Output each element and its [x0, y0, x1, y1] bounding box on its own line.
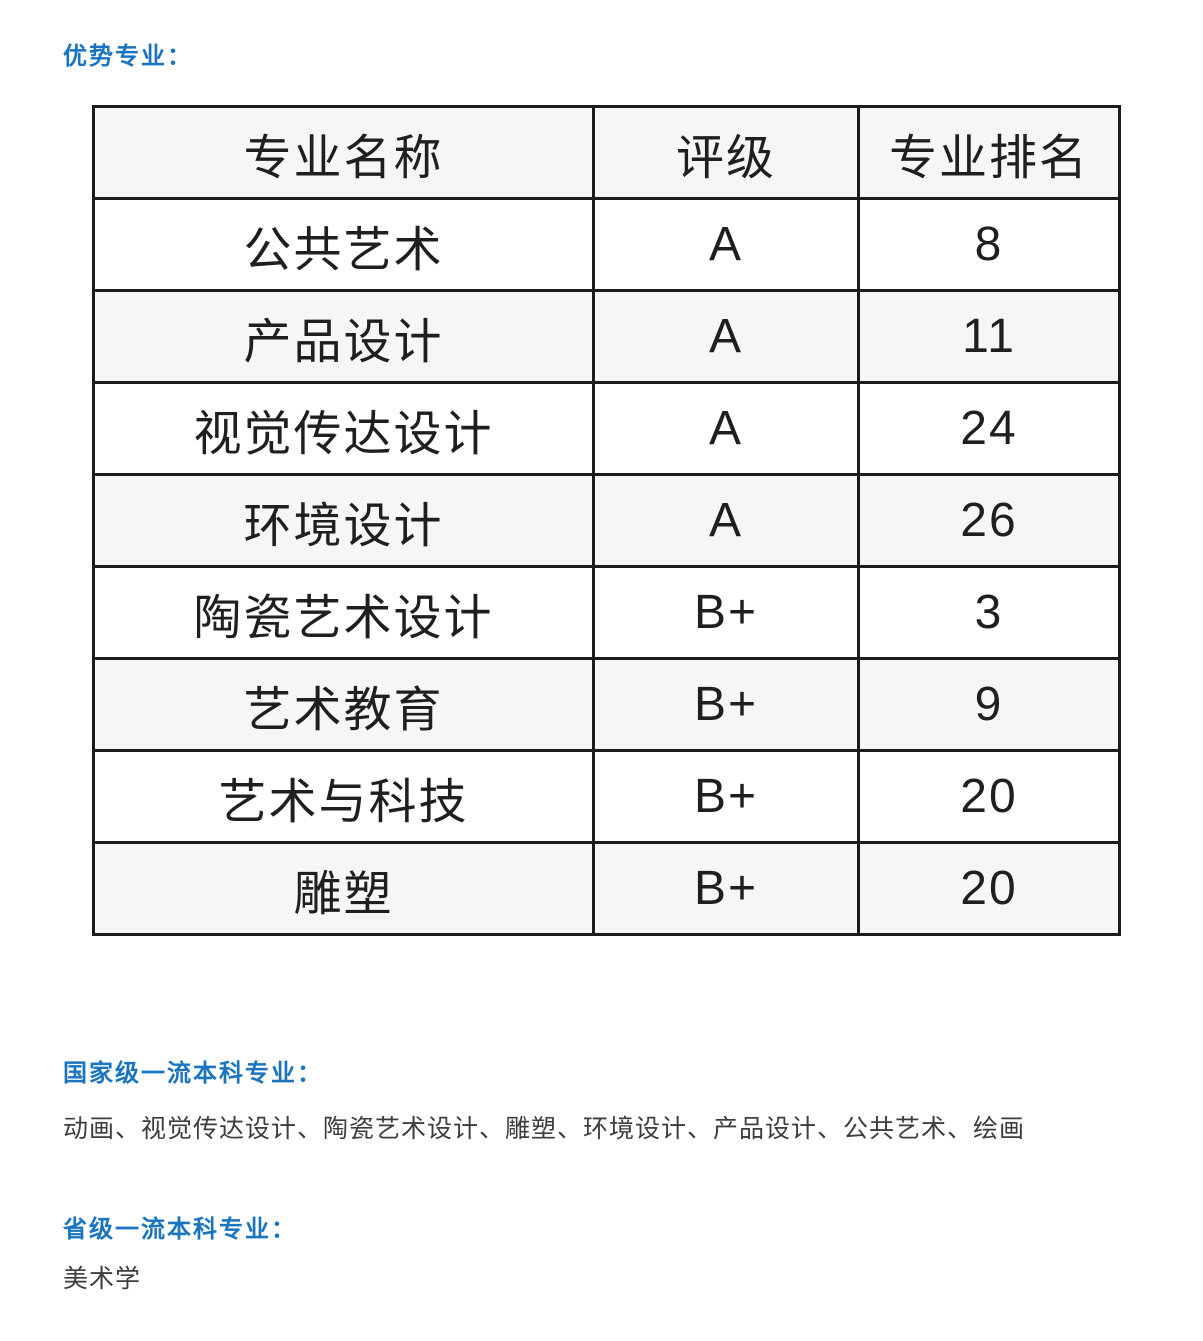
cell-major-name: 艺术与科技 [92, 749, 595, 844]
cell-rank: 9 [857, 657, 1121, 752]
cell-rank: 24 [857, 381, 1121, 476]
cell-rank: 3 [857, 565, 1121, 660]
cell-major-name: 环境设计 [92, 473, 595, 568]
cell-major-name: 视觉传达设计 [92, 381, 595, 476]
section-heading-national-first-class-majors: 国家级一流本科专业： [63, 1060, 323, 1087]
cell-rating: A [592, 289, 860, 384]
table-row: 环境设计 A 26 [92, 473, 1121, 568]
cell-rating: A [592, 381, 860, 476]
table-row: 艺术与科技 B+ 20 [92, 749, 1121, 844]
cell-major-name: 产品设计 [92, 289, 595, 384]
cell-major-name: 雕塑 [92, 841, 595, 936]
cell-rating: B+ [592, 657, 860, 752]
cell-rank: 26 [857, 473, 1121, 568]
cell-major-name: 陶瓷艺术设计 [92, 565, 595, 660]
provincial-first-class-majors-list: 美术学 [63, 1265, 142, 1293]
cell-rating: A [592, 197, 860, 292]
cell-rating: B+ [592, 841, 860, 936]
table-row: 艺术教育 B+ 9 [92, 657, 1121, 752]
table-row: 雕塑 B+ 20 [92, 841, 1121, 936]
column-header-major-name: 专业名称 [92, 105, 595, 200]
cell-rank: 8 [857, 197, 1121, 292]
cell-rank: 11 [857, 289, 1121, 384]
table-row: 产品设计 A 11 [92, 289, 1121, 384]
column-header-rating: 评级 [592, 105, 860, 200]
table-row: 视觉传达设计 A 24 [92, 381, 1121, 476]
table-row: 陶瓷艺术设计 B+ 3 [92, 565, 1121, 660]
cell-rank: 20 [857, 749, 1121, 844]
column-header-rank: 专业排名 [857, 105, 1121, 200]
majors-rating-table: 专业名称 评级 专业排名 公共艺术 A 8 产品设计 A 11 视觉传达设计 A… [92, 105, 1121, 936]
cell-major-name: 艺术教育 [92, 657, 595, 752]
cell-major-name: 公共艺术 [92, 197, 595, 292]
national-first-class-majors-list: 动画、视觉传达设计、陶瓷艺术设计、雕塑、环境设计、产品设计、公共艺术、绘画 [63, 1115, 1026, 1143]
cell-rating: B+ [592, 749, 860, 844]
section-heading-provincial-first-class-majors: 省级一流本科专业： [63, 1216, 297, 1243]
cell-rank: 20 [857, 841, 1121, 936]
section-heading-advantage-majors: 优势专业： [63, 43, 193, 70]
cell-rating: A [592, 473, 860, 568]
cell-rating: B+ [592, 565, 860, 660]
table-row: 公共艺术 A 8 [92, 197, 1121, 292]
table-header-row: 专业名称 评级 专业排名 [92, 105, 1121, 200]
